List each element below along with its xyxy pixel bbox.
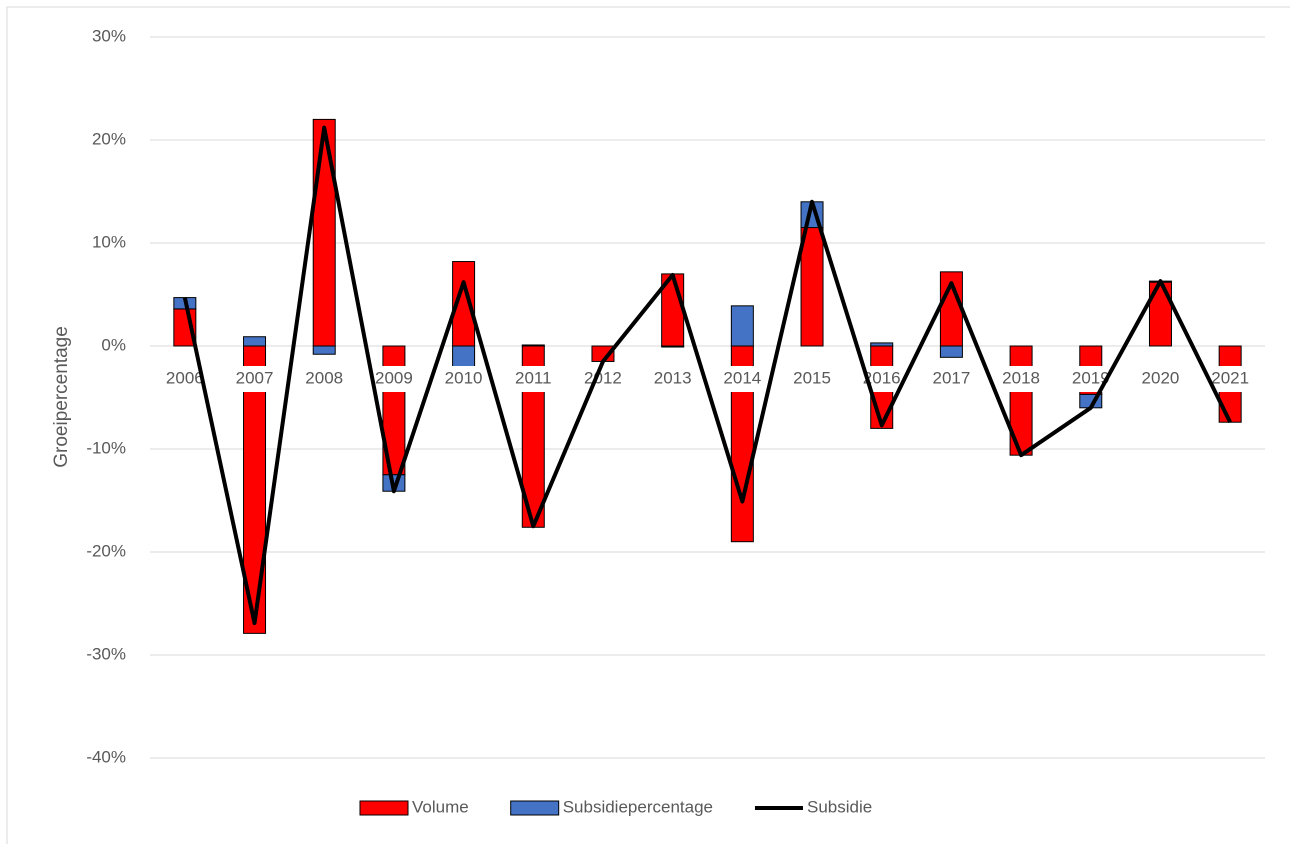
bar bbox=[243, 336, 267, 347]
label-background bbox=[786, 366, 839, 392]
label-background bbox=[437, 366, 490, 392]
y-tick-label: -20% bbox=[86, 541, 126, 560]
bar bbox=[800, 227, 824, 347]
x-tick-label: 2008 bbox=[305, 368, 343, 387]
y-tick-label: 10% bbox=[92, 232, 126, 251]
label-background bbox=[646, 366, 699, 392]
bar bbox=[661, 345, 685, 348]
x-tick-label: 2017 bbox=[932, 368, 970, 387]
bar bbox=[452, 345, 476, 368]
x-tick-label: 2009 bbox=[375, 368, 413, 387]
line bbox=[182, 125, 1232, 626]
label-background bbox=[995, 366, 1048, 392]
x-tick-label: 2006 bbox=[166, 368, 204, 387]
legend-label: Subsidie bbox=[807, 797, 872, 816]
chart-border bbox=[6, 6, 1290, 844]
legend-label: Volume bbox=[412, 797, 469, 816]
legend-swatch bbox=[359, 800, 409, 816]
bar bbox=[939, 345, 963, 358]
label-background bbox=[367, 366, 420, 392]
x-tick-label: 2012 bbox=[584, 368, 622, 387]
label-background bbox=[507, 366, 560, 392]
y-tick-label: 0% bbox=[101, 335, 126, 354]
y-tick-label: -30% bbox=[86, 644, 126, 663]
label-background bbox=[298, 366, 351, 392]
x-tick-label: 2010 bbox=[445, 368, 483, 387]
label-background bbox=[925, 366, 978, 392]
bar bbox=[730, 305, 754, 347]
x-tick-label: 2016 bbox=[863, 368, 901, 387]
bar bbox=[312, 345, 336, 355]
bar bbox=[521, 344, 545, 347]
y-tick-label: -10% bbox=[86, 438, 126, 457]
label-background bbox=[228, 366, 281, 392]
x-tick-label: 2015 bbox=[793, 368, 831, 387]
y-axis-title: Groeipercentage bbox=[51, 326, 72, 468]
label-background bbox=[716, 366, 769, 392]
legend-label: Subsidiepercentage bbox=[563, 797, 713, 816]
label-background bbox=[1134, 366, 1187, 392]
bar bbox=[870, 342, 894, 347]
x-tick-label: 2019 bbox=[1072, 368, 1110, 387]
x-tick-label: 2018 bbox=[1002, 368, 1040, 387]
y-tick-label: 30% bbox=[92, 26, 126, 45]
x-tick-label: 2021 bbox=[1211, 368, 1249, 387]
x-tick-label: 2011 bbox=[515, 368, 552, 387]
x-tick-label: 2014 bbox=[723, 368, 761, 387]
bar bbox=[312, 118, 336, 347]
x-tick-label: 2013 bbox=[654, 368, 692, 387]
x-tick-label: 2020 bbox=[1142, 368, 1180, 387]
x-tick-label: 2007 bbox=[236, 368, 274, 387]
label-background bbox=[576, 366, 629, 392]
y-tick-label: -40% bbox=[86, 747, 126, 766]
y-tick-label: 20% bbox=[92, 129, 126, 148]
legend-swatch bbox=[510, 800, 560, 816]
